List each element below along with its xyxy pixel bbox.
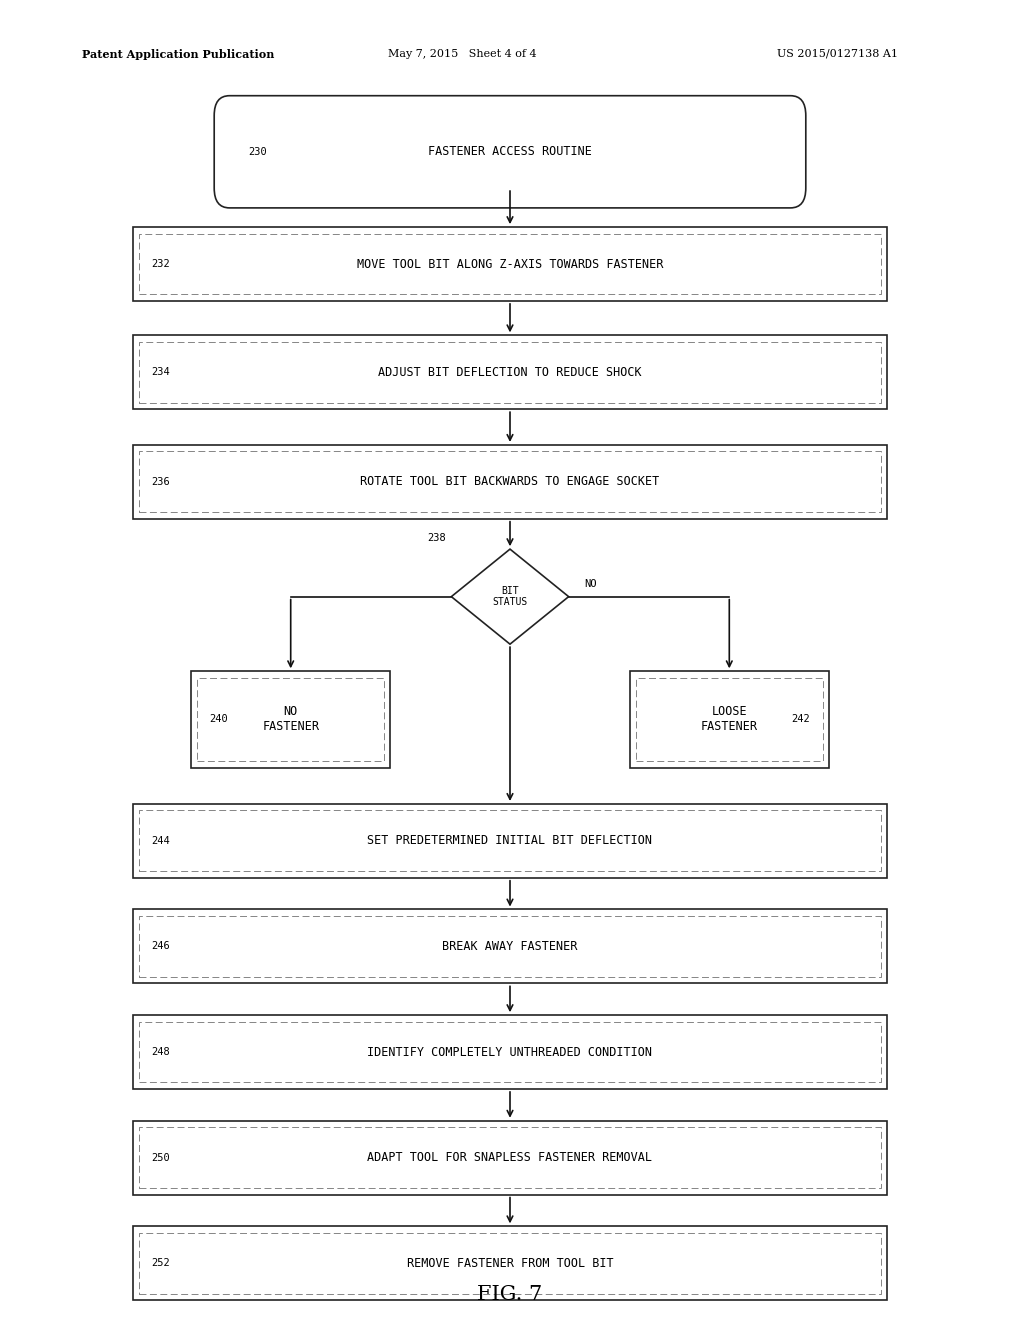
Text: 246: 246 — [151, 941, 169, 952]
Bar — [139, 1127, 880, 1188]
Bar — [139, 342, 880, 403]
Text: 238: 238 — [427, 532, 446, 543]
Bar — [630, 671, 828, 767]
Bar — [132, 1015, 887, 1089]
Bar — [139, 810, 880, 871]
Text: 250: 250 — [151, 1152, 169, 1163]
Bar — [636, 678, 822, 760]
Bar — [139, 1022, 880, 1082]
Text: 242: 242 — [791, 714, 810, 725]
Text: BREAK AWAY FASTENER: BREAK AWAY FASTENER — [442, 940, 577, 953]
Text: May 7, 2015   Sheet 4 of 4: May 7, 2015 Sheet 4 of 4 — [387, 49, 536, 59]
Bar — [132, 1226, 887, 1300]
Polygon shape — [451, 549, 569, 644]
Bar — [132, 227, 887, 301]
Bar — [132, 1121, 887, 1195]
Bar — [139, 916, 880, 977]
Text: REMOVE FASTENER FROM TOOL BIT: REMOVE FASTENER FROM TOOL BIT — [407, 1257, 612, 1270]
Bar — [139, 234, 880, 294]
Text: 244: 244 — [151, 836, 169, 846]
Text: Patent Application Publication: Patent Application Publication — [82, 49, 274, 59]
Text: FASTENER ACCESS ROUTINE: FASTENER ACCESS ROUTINE — [428, 145, 591, 158]
Bar — [132, 335, 887, 409]
Text: ADAPT TOOL FOR SNAPLESS FASTENER REMOVAL: ADAPT TOOL FOR SNAPLESS FASTENER REMOVAL — [367, 1151, 652, 1164]
Bar — [139, 451, 880, 512]
Bar — [197, 678, 383, 760]
Text: 252: 252 — [151, 1258, 169, 1269]
Bar — [132, 909, 887, 983]
Text: NO
FASTENER: NO FASTENER — [262, 705, 319, 734]
Text: SET PREDETERMINED INITIAL BIT DEFLECTION: SET PREDETERMINED INITIAL BIT DEFLECTION — [367, 834, 652, 847]
Text: ADJUST BIT DEFLECTION TO REDUCE SHOCK: ADJUST BIT DEFLECTION TO REDUCE SHOCK — [378, 366, 641, 379]
Text: 248: 248 — [151, 1047, 169, 1057]
Bar — [132, 445, 887, 519]
Bar — [139, 1233, 880, 1294]
Text: BIT
STATUS: BIT STATUS — [492, 586, 527, 607]
Text: 232: 232 — [151, 259, 169, 269]
Text: LOOSE
FASTENER: LOOSE FASTENER — [700, 705, 757, 734]
Text: IDENTIFY COMPLETELY UNTHREADED CONDITION: IDENTIFY COMPLETELY UNTHREADED CONDITION — [367, 1045, 652, 1059]
Text: NO: NO — [583, 578, 596, 589]
Text: 234: 234 — [151, 367, 169, 378]
Text: 240: 240 — [209, 714, 228, 725]
Text: MOVE TOOL BIT ALONG Z-AXIS TOWARDS FASTENER: MOVE TOOL BIT ALONG Z-AXIS TOWARDS FASTE… — [357, 257, 662, 271]
Text: ROTATE TOOL BIT BACKWARDS TO ENGAGE SOCKET: ROTATE TOOL BIT BACKWARDS TO ENGAGE SOCK… — [360, 475, 659, 488]
Text: US 2015/0127138 A1: US 2015/0127138 A1 — [775, 49, 897, 59]
Text: 236: 236 — [151, 477, 169, 487]
Bar — [191, 671, 389, 767]
Text: 230: 230 — [248, 147, 266, 157]
Text: FIG. 7: FIG. 7 — [477, 1286, 542, 1304]
Bar — [132, 804, 887, 878]
FancyBboxPatch shape — [214, 96, 805, 207]
